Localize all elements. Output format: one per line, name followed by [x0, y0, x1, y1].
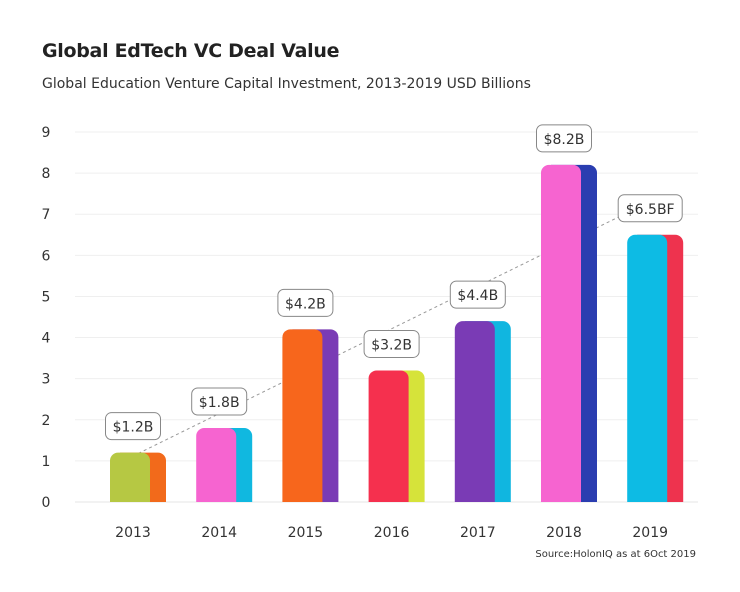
chart-title: Global EdTech VC Deal Value: [42, 40, 340, 62]
y-tick-label: 5: [42, 289, 51, 305]
data-label-box: [617, 194, 683, 223]
data-label: $1.2B: [113, 420, 154, 436]
data-label-box: [536, 124, 592, 153]
bar-2016: [368, 370, 409, 502]
y-tick-label: 1: [42, 454, 51, 470]
y-tick-label: 8: [42, 166, 51, 182]
data-label: $4.4B: [457, 288, 498, 304]
source-note: Source:HolonIQ as at 6Oct 2019: [535, 549, 696, 560]
chart-subtitle: Global Education Venture Capital Investm…: [42, 76, 531, 92]
data-label: $6.5BF: [626, 202, 675, 218]
y-tick-label: 9: [42, 125, 51, 141]
data-label-box: [277, 288, 334, 317]
data-label-box: [363, 329, 420, 358]
data-label: $8.2B: [544, 132, 585, 148]
bar-2013: [110, 452, 150, 502]
y-tick-label: 4: [42, 331, 51, 347]
bar-2018: [541, 164, 581, 502]
data-label: $4.2B: [285, 296, 326, 312]
x-tick-label: 2014: [201, 525, 237, 541]
bar-2015: [282, 329, 323, 502]
x-tick-label: 2018: [546, 525, 582, 541]
data-label-box: [449, 280, 506, 309]
x-tick-label: 2015: [288, 525, 324, 541]
y-tick-label: 2: [42, 413, 51, 429]
bar-2017: [454, 321, 495, 502]
y-tick-label: 3: [42, 372, 51, 388]
data-label-box: [191, 387, 248, 416]
y-tick-label: 6: [42, 248, 51, 264]
x-tick-label: 2013: [115, 525, 151, 541]
bar-2019: [627, 234, 668, 502]
x-tick-label: 2016: [374, 525, 410, 541]
data-label-box: [105, 412, 161, 441]
y-tick-label: 0: [42, 495, 51, 511]
data-label: $3.2B: [371, 337, 412, 353]
bar-2014: [196, 428, 237, 502]
x-tick-label: 2019: [632, 525, 668, 541]
y-tick-label: 7: [42, 207, 51, 223]
x-tick-label: 2017: [460, 525, 496, 541]
data-label: $1.8B: [199, 395, 240, 411]
